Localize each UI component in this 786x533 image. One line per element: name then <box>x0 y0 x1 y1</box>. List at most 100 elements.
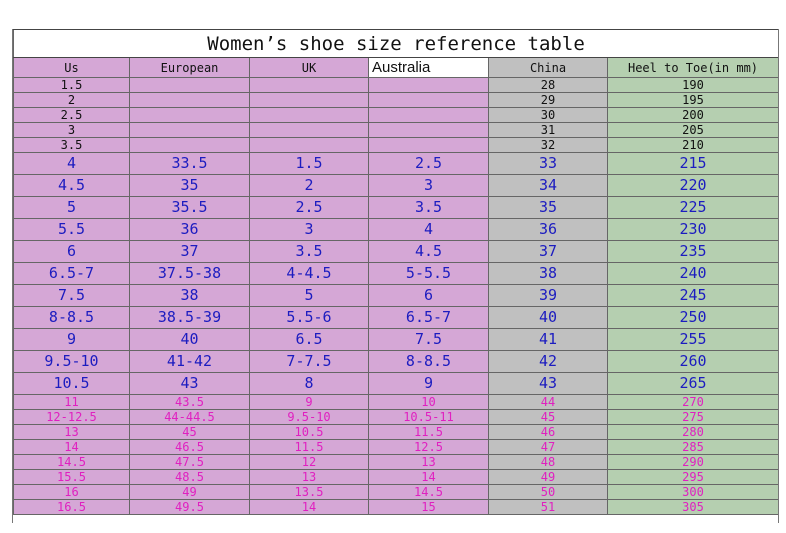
cell-australia: 4.5 <box>368 240 489 263</box>
cell-heel-to-toe: 295 <box>606 469 778 485</box>
cell-european: 35 <box>129 174 250 197</box>
cell-australia: 12.5 <box>368 439 489 455</box>
cell-australia <box>368 122 489 138</box>
cell-european: 44-44.5 <box>129 409 250 425</box>
table-row: 6.5-7 37.5-38 4-4.5 5-5.5 38 240 <box>13 262 778 285</box>
cell-us: 14 <box>13 439 130 455</box>
cell-australia: 8-8.5 <box>368 350 489 373</box>
cell-china: 49 <box>488 469 608 485</box>
cell-us: 9 <box>13 328 130 351</box>
header-us: Us <box>13 57 130 78</box>
cell-china: 39 <box>488 284 608 307</box>
cell-china: 33 <box>488 152 608 175</box>
cell-china: 28 <box>488 77 608 93</box>
cell-heel-to-toe: 270 <box>606 394 778 410</box>
cell-us: 14.5 <box>13 454 130 470</box>
cell-european: 49 <box>129 484 250 500</box>
cell-heel-to-toe: 210 <box>606 137 778 153</box>
cell-european: 43.5 <box>129 394 250 410</box>
cell-uk: 14 <box>249 499 369 515</box>
cell-heel-to-toe: 265 <box>606 372 778 395</box>
cell-heel-to-toe: 200 <box>606 107 778 123</box>
cell-european: 36 <box>129 218 250 241</box>
cell-china: 42 <box>488 350 608 373</box>
table-row: 8-8.5 38.5-39 5.5-6 6.5-7 40 250 <box>13 306 778 329</box>
table-row: 14 46.5 11.5 12.5 47 285 <box>13 439 778 455</box>
cell-uk <box>249 107 369 123</box>
cell-heel-to-toe: 255 <box>606 328 778 351</box>
cell-australia: 15 <box>368 499 489 515</box>
cell-heel-to-toe: 275 <box>606 409 778 425</box>
cell-china: 31 <box>488 122 608 138</box>
cell-us: 2.5 <box>13 107 130 123</box>
cell-australia <box>368 137 489 153</box>
cell-heel-to-toe: 225 <box>606 196 778 219</box>
cell-european <box>129 77 250 93</box>
cell-heel-to-toe: 285 <box>606 439 778 455</box>
cell-china: 30 <box>488 107 608 123</box>
cell-european: 40 <box>129 328 250 351</box>
cell-australia <box>368 107 489 123</box>
cell-heel-to-toe: 305 <box>606 499 778 515</box>
cell-china: 29 <box>488 92 608 108</box>
cell-heel-to-toe: 230 <box>606 218 778 241</box>
header-european: European <box>129 57 250 78</box>
cell-australia: 3.5 <box>368 196 489 219</box>
cell-china: 40 <box>488 306 608 329</box>
cell-uk: 2 <box>249 174 369 197</box>
cell-heel-to-toe: 240 <box>606 262 778 285</box>
cell-uk: 8 <box>249 372 369 395</box>
cell-china: 51 <box>488 499 608 515</box>
cell-australia: 14 <box>368 469 489 485</box>
cell-us: 4 <box>13 152 130 175</box>
cell-australia: 11.5 <box>368 424 489 440</box>
size-table-sheet: Women’s shoe size reference table Us Eur… <box>12 29 779 523</box>
cell-european: 47.5 <box>129 454 250 470</box>
cell-us: 2 <box>13 92 130 108</box>
cell-heel-to-toe: 215 <box>606 152 778 175</box>
cell-heel-to-toe: 250 <box>606 306 778 329</box>
cell-european <box>129 92 250 108</box>
cell-us: 10.5 <box>13 372 130 395</box>
table-row: 2.5 30 200 <box>13 107 778 123</box>
cell-uk: 10.5 <box>249 424 369 440</box>
cell-uk: 6.5 <box>249 328 369 351</box>
table-row: 5 35.5 2.5 3.5 35 225 <box>13 196 778 219</box>
table-row: 4.5 35 2 3 34 220 <box>13 174 778 197</box>
cell-china: 32 <box>488 137 608 153</box>
cell-us: 16 <box>13 484 130 500</box>
cell-us: 9.5-10 <box>13 350 130 373</box>
table-row: 14.5 47.5 12 13 48 290 <box>13 454 778 470</box>
cell-european: 43 <box>129 372 250 395</box>
cell-uk: 5.5-6 <box>249 306 369 329</box>
cell-heel-to-toe: 290 <box>606 454 778 470</box>
cell-uk: 4-4.5 <box>249 262 369 285</box>
cell-european: 38 <box>129 284 250 307</box>
cell-uk <box>249 122 369 138</box>
cell-european: 38.5-39 <box>129 306 250 329</box>
cell-european: 46.5 <box>129 439 250 455</box>
cell-china: 36 <box>488 218 608 241</box>
cell-china: 45 <box>488 409 608 425</box>
header-uk: UK <box>249 57 369 78</box>
cell-us: 15.5 <box>13 469 130 485</box>
cell-european: 49.5 <box>129 499 250 515</box>
cell-us: 5.5 <box>13 218 130 241</box>
cell-uk <box>249 92 369 108</box>
cell-heel-to-toe: 300 <box>606 484 778 500</box>
cell-us: 6 <box>13 240 130 263</box>
cell-heel-to-toe: 205 <box>606 122 778 138</box>
cell-uk: 3.5 <box>249 240 369 263</box>
header-heel-to-toe: Heel to Toe(in mm) <box>606 57 778 78</box>
cell-uk: 13 <box>249 469 369 485</box>
cell-european: 41-42 <box>129 350 250 373</box>
table-row: 9 40 6.5 7.5 41 255 <box>13 328 778 351</box>
cell-uk: 5 <box>249 284 369 307</box>
cell-uk: 7-7.5 <box>249 350 369 373</box>
cell-australia: 6 <box>368 284 489 307</box>
cell-australia: 3 <box>368 174 489 197</box>
cell-us: 12-12.5 <box>13 409 130 425</box>
table-row: 4 33.5 1.5 2.5 33 215 <box>13 152 778 175</box>
header-australia: Australia <box>368 57 489 78</box>
header-row: Us European UK Australia China Heel to T… <box>13 57 778 78</box>
